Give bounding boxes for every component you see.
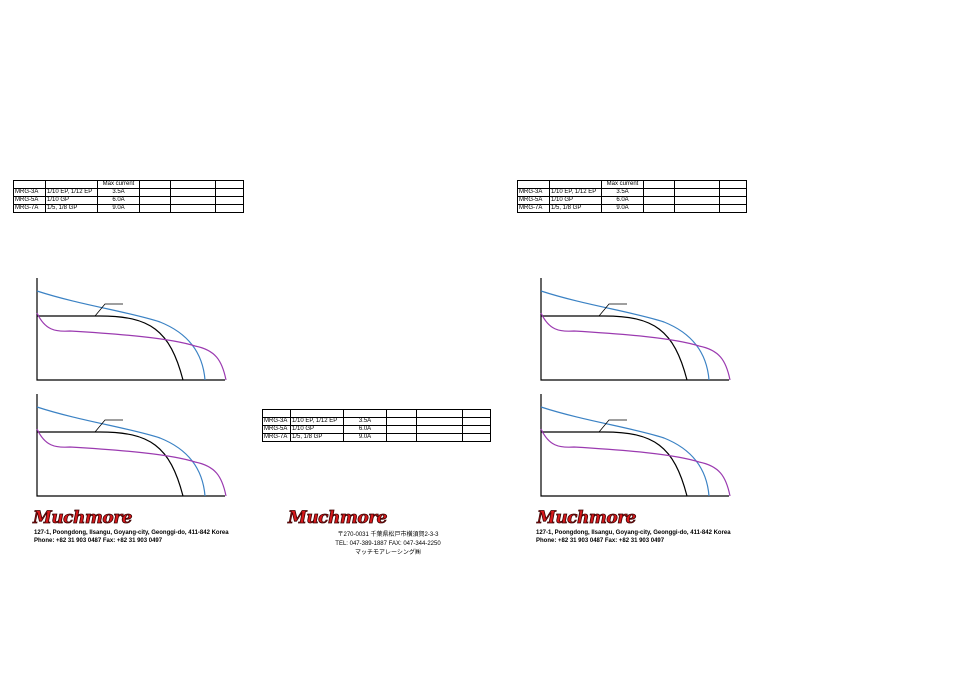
spec-table: MRG-3A 1/10 EP, 1/12 EP 3.5A MRG-5A 1/10 GP… xyxy=(262,409,491,442)
logo: Muchmore xyxy=(33,508,133,529)
cell: 6.0A xyxy=(97,196,140,205)
cell: 9.0A xyxy=(97,204,140,213)
cell: 1/5, 1/8 GP xyxy=(45,204,98,213)
cell: MRG-3A xyxy=(517,188,550,197)
logo: Muchmore xyxy=(537,508,637,529)
cell: MRG-7A xyxy=(262,433,291,442)
cell: 1/10 GP xyxy=(290,425,344,434)
cell: 9.0A xyxy=(601,204,644,213)
cell: 1/10 EP, 1/12 EP xyxy=(290,417,344,426)
cell: MRG-5A xyxy=(517,196,550,205)
cell: 3.5A xyxy=(343,417,387,426)
cell: MRG-7A xyxy=(517,204,550,213)
cell: 6.0A xyxy=(601,196,644,205)
cell: 1/5, 1/8 GP xyxy=(290,433,344,442)
company: マッチモアレーシング㈱ xyxy=(355,550,421,556)
address: 127-1, Poongdong, Ilsangu, Goyang-city, … xyxy=(536,530,731,536)
cell: 1/10 EP, 1/12 EP xyxy=(45,188,98,197)
header-cell: Max current xyxy=(601,180,644,189)
cell: 3.5A xyxy=(601,188,644,197)
cell: MRG-5A xyxy=(13,196,46,205)
cell: 1/10 GP xyxy=(549,196,602,205)
address: 〒270-0031 千葉県松戸市横須賀2-3-3 xyxy=(337,532,439,538)
logo: Muchmore xyxy=(288,508,388,529)
cell: 3.5A xyxy=(97,188,140,197)
cell: 1/10 EP, 1/12 EP xyxy=(549,188,602,197)
phone: Phone: +82 31 903 0487 Fax: +82 31 903 0… xyxy=(536,538,665,544)
curve-diagram xyxy=(540,277,731,381)
phone: Phone: +82 31 903 0487 Fax: +82 31 903 0… xyxy=(34,538,163,544)
phone: TEL: 047-389-1887 FAX: 047-344-2250 xyxy=(335,541,441,547)
cell: 1/5, 1/8 GP xyxy=(549,204,602,213)
curve-diagram xyxy=(540,393,731,497)
spec-table: Max current MRG-3A 1/10 EP, 1/12 EP 3.5A M… xyxy=(517,180,747,213)
cell: MRG-3A xyxy=(262,417,291,426)
cell: MRG-7A xyxy=(13,204,46,213)
curve-diagram xyxy=(36,393,227,497)
cell: MRG-5A xyxy=(262,425,291,434)
cell: 9.0A xyxy=(343,433,387,442)
cell: MRG-3A xyxy=(13,188,46,197)
header-cell: Max current xyxy=(97,180,140,189)
cell: 1/10 GP xyxy=(45,196,98,205)
cell: 6.0A xyxy=(343,425,387,434)
spec-table: Max current MRG-3A 1/10 EP, 1/12 EP 3.5A M… xyxy=(13,180,244,213)
curve-diagram xyxy=(36,277,227,381)
address: 127-1, Poongdong, Ilsangu, Goyang-city, … xyxy=(34,530,229,536)
